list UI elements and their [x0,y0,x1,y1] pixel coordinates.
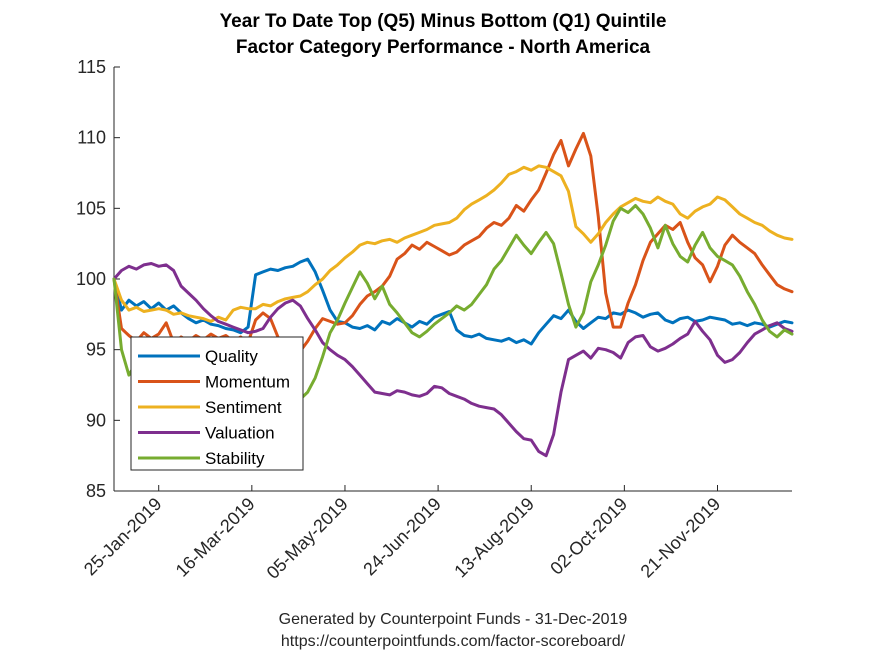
legend-label-momentum: Momentum [205,373,290,392]
series-line-sentiment [112,164,794,323]
chart-title-line-1: Year To Date Top (Q5) Minus Bottom (Q1) … [220,11,667,32]
legend-label-valuation: Valuation [205,424,275,443]
x-tick-label: 13-Aug-2019 [450,494,538,582]
legend-label-stability: Stability [205,449,265,468]
series-lines [112,131,794,458]
series-line-valuation [112,262,794,458]
y-tick-label: 115 [77,57,106,77]
x-tick-label: 24-Jun-2019 [359,494,445,580]
x-tick-label: 02-Oct-2019 [546,494,631,579]
legend-box [130,336,304,471]
legend-label-sentiment: Sentiment [205,398,282,417]
y-tick-label: 110 [77,128,106,148]
legend-label-quality: Quality [205,347,258,366]
x-tick-label: 05-May-2019 [263,494,352,583]
footer-url: https://counterpointfunds.com/factor-sco… [281,633,626,650]
footer-generated-by: Generated by Counterpoint Funds - 31-Dec… [279,611,628,628]
x-tick-label: 16-Mar-2019 [172,494,259,581]
x-ticks: 25-Jan-2019 16-Mar-2019 05-May-2019 24-Jun-… [80,485,724,583]
x-tick-label: 25-Jan-2019 [80,494,166,580]
y-tick-label: 85 [86,481,106,501]
y-tick-label: 100 [76,269,106,289]
y-tick-label: 105 [76,198,106,218]
y-tick-label: 95 [86,340,106,360]
series-line-quality [112,257,794,346]
legend: Quality Momentum Sentiment Valuation Stabili… [130,336,304,471]
y-ticks: 85 90 95 100 105 110 115 [76,57,120,501]
y-tick-label: 90 [86,410,106,430]
chart-title-line-2: Factor Category Performance - North Amer… [236,37,651,58]
series-line-momentum [112,131,794,360]
x-tick-label: 21-Nov-2019 [637,494,725,582]
